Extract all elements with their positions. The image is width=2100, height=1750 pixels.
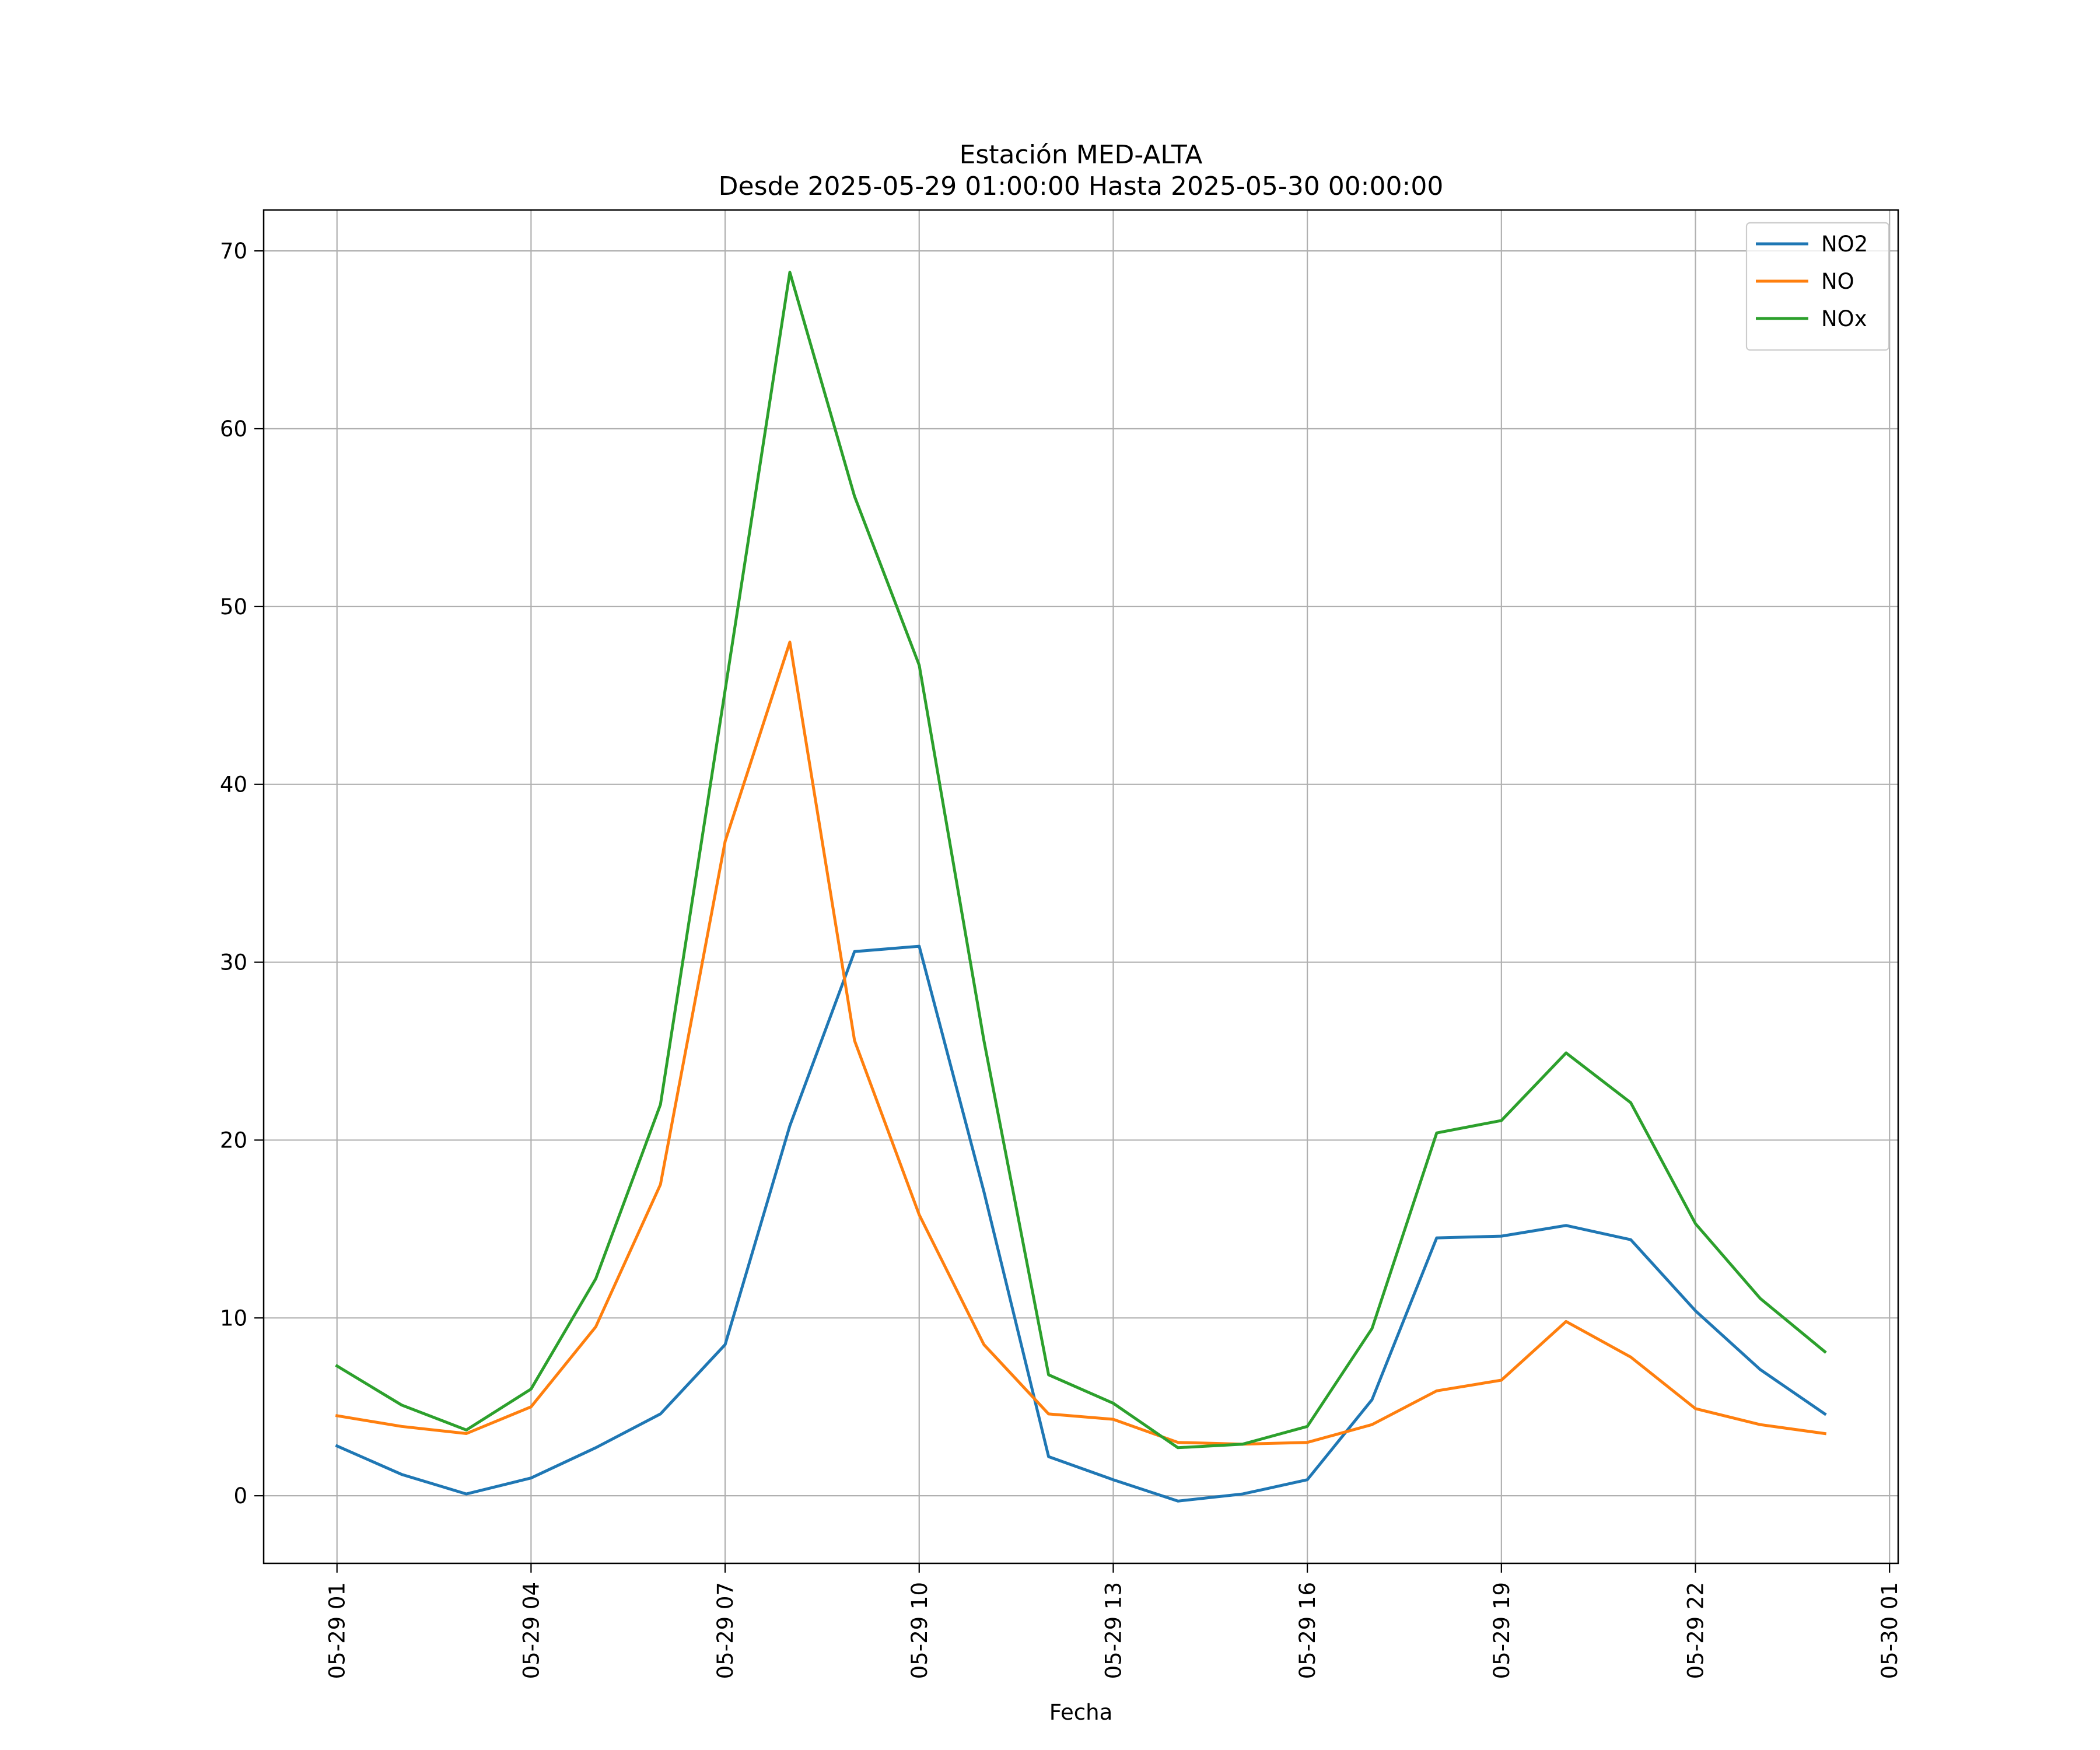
x-axis-label: Fecha	[1049, 1700, 1113, 1725]
chart-title: Estación MED-ALTA	[960, 140, 1203, 170]
x-tick-label: 05-29 07	[713, 1582, 738, 1679]
x-tick-label: 05-29 13	[1101, 1582, 1126, 1679]
grid	[264, 210, 1898, 1563]
x-tick-label: 05-29 22	[1684, 1582, 1709, 1679]
series-lines	[335, 271, 1827, 1503]
legend-label-no: NO	[1821, 269, 1854, 294]
y-tick-label: 50	[220, 594, 247, 620]
y-tick-label: 20	[220, 1128, 247, 1153]
legend-label-nox: NOx	[1821, 306, 1867, 331]
y-tick-label: 0	[233, 1483, 247, 1508]
series-line-nox	[335, 271, 1827, 1450]
x-tick-label: 05-29 16	[1295, 1582, 1320, 1679]
series-line-no2	[335, 944, 1827, 1503]
y-tick-label: 40	[220, 772, 247, 797]
legend-label-no2: NO2	[1821, 232, 1868, 257]
chart-subtitle: Desde 2025-05-29 01:00:00 Hasta 2025-05-…	[719, 172, 1444, 201]
y-tick-label: 10	[220, 1306, 247, 1331]
x-tick-label: 05-29 19	[1489, 1582, 1514, 1679]
y-tick-label: 30	[220, 950, 247, 975]
y-tick-label: 60	[220, 416, 247, 442]
plot-frame	[262, 209, 1899, 1564]
y-tick-label: 70	[220, 239, 247, 264]
x-tick-label: 05-29 10	[907, 1582, 932, 1679]
x-axis: 05-29 01 05-29 04 05-29 07 05-29 10 05-29 13…	[325, 1563, 1902, 1679]
y-axis: 0 10 20 30 40 50 60 70	[220, 239, 264, 1508]
x-tick-label: 05-30 01	[1877, 1582, 1902, 1679]
series-line-no	[335, 640, 1827, 1446]
legend: NO2 NO NOx	[1745, 222, 1890, 351]
x-tick-label: 05-29 01	[325, 1582, 350, 1679]
x-tick-label: 05-29 04	[519, 1582, 544, 1679]
